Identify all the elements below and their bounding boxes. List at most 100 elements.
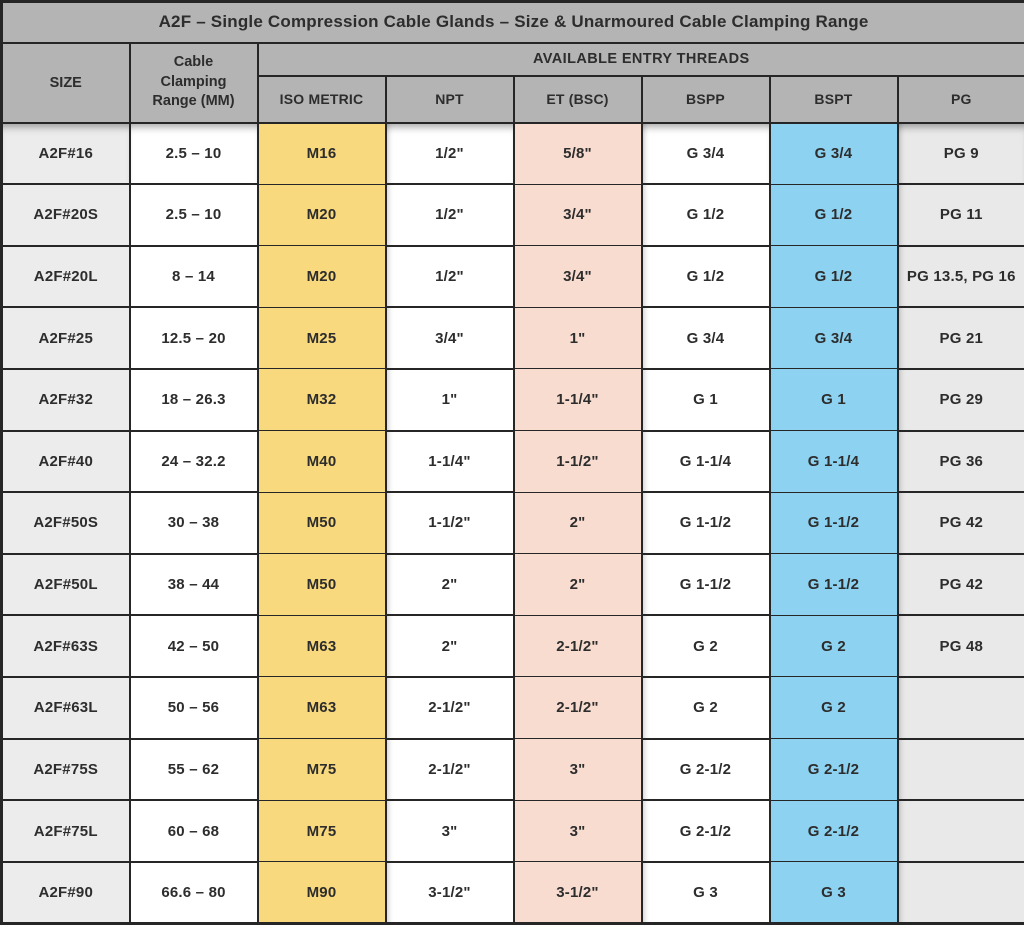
cell-size: A2F#50S <box>0 491 131 555</box>
cell-size: A2F#75L <box>0 799 131 863</box>
cell-npt: 2-1/2" <box>384 737 515 802</box>
cell-iso: M40 <box>256 430 387 493</box>
cell-et: 3-1/2" <box>512 861 643 924</box>
cell-bspp: G 1-1/2 <box>640 552 771 617</box>
header-npt: NPT <box>384 74 515 124</box>
cell-npt: 1" <box>384 367 515 432</box>
table-row: A2F#75L 60 – 68 M75 3" 3" G 2-1/2 G 2-1/2 <box>0 799 1024 863</box>
cell-et: 2" <box>512 553 643 616</box>
cell-size: A2F#63S <box>0 614 131 678</box>
table-row: A2F#20S 2.5 – 10 M20 1/2" 3/4" G 1/2 G 1/2 PG 1… <box>0 183 1024 247</box>
cell-range: 2.5 – 10 <box>128 121 259 186</box>
header-pg: PG <box>896 74 1024 124</box>
cell-iso: M75 <box>256 738 387 801</box>
cell-iso: M20 <box>256 183 387 247</box>
table-row: A2F#50L 38 – 44 M50 2" 2" G 1-1/2 G 1-1/2 PG 42 <box>0 552 1024 617</box>
cell-range: 42 – 50 <box>128 614 259 678</box>
cell-et: 3" <box>512 799 643 863</box>
cell-iso: M20 <box>256 245 387 308</box>
cell-et: 2-1/2" <box>512 676 643 740</box>
header-bspp: BSPP <box>640 74 771 124</box>
cell-bspp: G 1/2 <box>640 244 771 309</box>
cell-npt: 3" <box>384 799 515 863</box>
cell-iso: M90 <box>256 861 387 924</box>
table-row: A2F#75S 55 – 62 M75 2-1/2" 3" G 2-1/2 G 2-1/2 <box>0 737 1024 802</box>
cell-size: A2F#63L <box>0 675 131 740</box>
header-group-row: SIZE Cable Clamping Range (MM) AVAILABLE… <box>0 41 1024 124</box>
cell-bspt: G 1/2 <box>768 183 899 247</box>
cell-pg: PG 21 <box>896 306 1024 370</box>
cell-iso: M16 <box>256 122 387 185</box>
cell-bspt: G 2-1/2 <box>768 738 899 801</box>
header-size: SIZE <box>0 41 131 124</box>
cell-npt: 1/2" <box>384 121 515 186</box>
cell-pg <box>896 737 1024 802</box>
cell-bspt: G 2 <box>768 614 899 678</box>
cell-size: A2F#20S <box>0 183 131 247</box>
cell-pg <box>896 799 1024 863</box>
cell-pg: PG 9 <box>896 121 1024 186</box>
cell-bspp: G 2-1/2 <box>640 799 771 863</box>
cell-bspp: G 3/4 <box>640 306 771 370</box>
cell-iso: M75 <box>256 799 387 863</box>
cell-bspt: G 2-1/2 <box>768 799 899 863</box>
cell-pg: PG 11 <box>896 183 1024 247</box>
cell-pg <box>896 675 1024 740</box>
cell-iso: M25 <box>256 306 387 370</box>
cell-npt: 3-1/2" <box>384 860 515 925</box>
cell-pg: PG 42 <box>896 552 1024 617</box>
cell-iso: M32 <box>256 368 387 432</box>
cell-size: A2F#32 <box>0 367 131 432</box>
cell-npt: 1/2" <box>384 244 515 309</box>
cell-pg: PG 29 <box>896 367 1024 432</box>
table-row: A2F#25 12.5 – 20 M25 3/4" 1" G 3/4 G 3/4 PG 21 <box>0 306 1024 370</box>
cell-iso: M50 <box>256 553 387 616</box>
cell-pg: PG 48 <box>896 614 1024 678</box>
cell-bspt: G 3 <box>768 861 899 924</box>
cell-pg <box>896 860 1024 925</box>
cell-size: A2F#20L <box>0 244 131 309</box>
table-row: A2F#40 24 – 32.2 M40 1-1/4" 1-1/2" G 1-1/4 G 1… <box>0 429 1024 494</box>
cell-npt: 1-1/2" <box>384 491 515 555</box>
header-thread-row: ISO METRIC NPT ET (BSC) BSPP BSPT PG <box>2 74 1024 124</box>
cell-bspt: G 1-1/2 <box>768 553 899 616</box>
cell-range: 38 – 44 <box>128 552 259 617</box>
header-bspt: BSPT <box>768 74 899 124</box>
cell-range: 66.6 – 80 <box>128 860 259 925</box>
cell-npt: 3/4" <box>384 306 515 370</box>
cell-size: A2F#50L <box>0 552 131 617</box>
cell-range: 2.5 – 10 <box>128 183 259 247</box>
cell-et: 3/4" <box>512 183 643 247</box>
cell-bspp: G 1-1/2 <box>640 491 771 555</box>
cell-et: 2-1/2" <box>512 614 643 678</box>
table-row: A2F#50S 30 – 38 M50 1-1/2" 2" G 1-1/2 G 1-1/2 P… <box>0 491 1024 555</box>
cell-range: 30 – 38 <box>128 491 259 555</box>
cell-bspp: G 1-1/4 <box>640 429 771 494</box>
cell-et: 3/4" <box>512 245 643 308</box>
header-available-entry-threads: AVAILABLE ENTRY THREADS <box>256 41 1024 77</box>
cell-range: 8 – 14 <box>128 244 259 309</box>
cell-bspp: G 3 <box>640 860 771 925</box>
cell-iso: M63 <box>256 676 387 740</box>
cell-bspt: G 3/4 <box>768 306 899 370</box>
cell-bspp: G 2 <box>640 675 771 740</box>
cell-pg: PG 42 <box>896 491 1024 555</box>
cell-iso: M63 <box>256 614 387 678</box>
cell-pg: PG 36 <box>896 429 1024 494</box>
cell-range: 18 – 26.3 <box>128 367 259 432</box>
cell-size: A2F#90 <box>0 860 131 925</box>
cell-size: A2F#75S <box>0 737 131 802</box>
cell-range: 24 – 32.2 <box>128 429 259 494</box>
cell-npt: 2" <box>384 552 515 617</box>
header-iso-metric: ISO METRIC <box>256 74 387 124</box>
cell-bspp: G 1/2 <box>640 183 771 247</box>
cell-et: 1-1/2" <box>512 430 643 493</box>
table-row: A2F#16 2.5 – 10 M16 1/2" 5/8" G 3/4 G 3/4 PG 9 <box>0 121 1024 186</box>
cell-range: 60 – 68 <box>128 799 259 863</box>
